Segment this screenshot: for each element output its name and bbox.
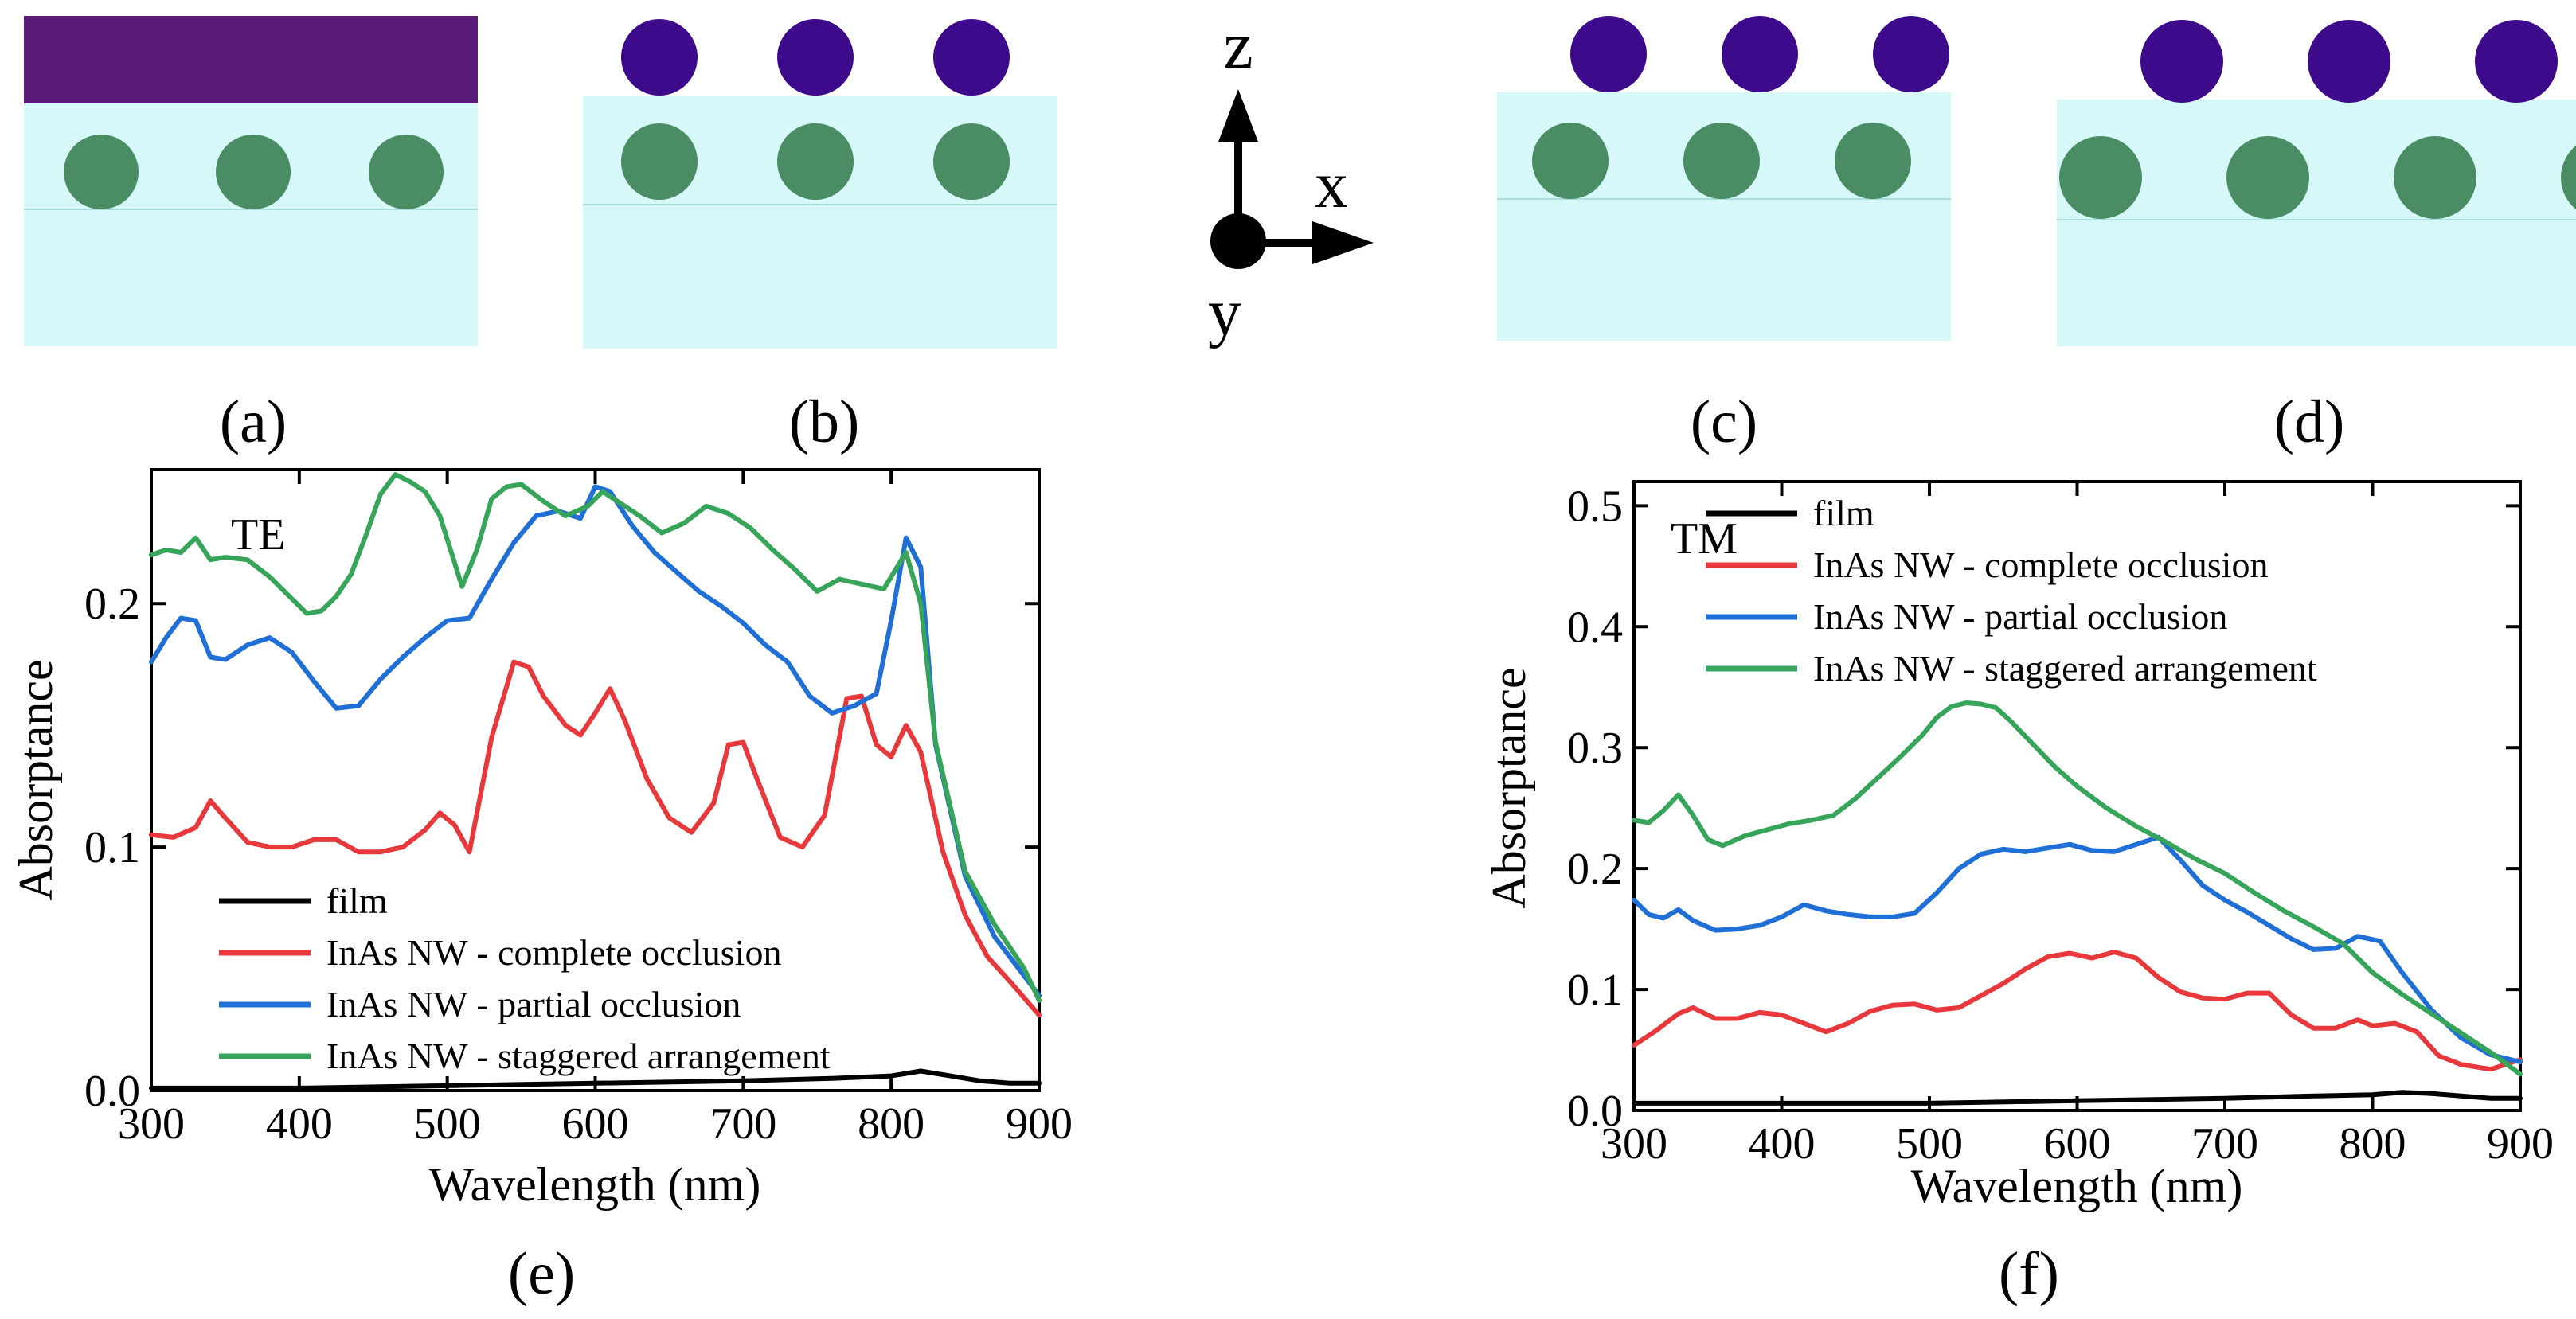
buried-nanowire xyxy=(2226,136,2309,219)
x-tick-label: 800 xyxy=(2340,1119,2406,1169)
top-nanowire xyxy=(2308,20,2390,103)
y-tick-label: 0.4 xyxy=(1567,603,1623,652)
x-tick-label: 300 xyxy=(1601,1119,1667,1169)
legend-label-2: InAs NW - partial occlusion xyxy=(326,984,741,1024)
top-nanowire xyxy=(1722,16,1798,92)
substrate-block xyxy=(2057,100,2576,346)
buried-nanowire xyxy=(777,123,854,200)
buried-nanowire xyxy=(1532,123,1609,199)
schematic-d xyxy=(2057,20,2576,346)
chart-tm: 300 400 500 600 700 800 9000.00.10.20.30.40.5 … xyxy=(1483,480,2554,1212)
x-axis-title: Wavelength (nm) xyxy=(429,1158,761,1211)
z-arrowhead xyxy=(1218,89,1258,142)
panel-labels: (a) (b) (c) (d) (e) (f) xyxy=(220,388,2344,1307)
x-tick-label: 500 xyxy=(414,1099,481,1149)
top-nanowire xyxy=(933,19,1010,96)
y-axis-label: y xyxy=(1208,275,1241,349)
y-axis-dot xyxy=(1210,213,1266,269)
legend: film InAs NW - complete occlusion InAs NW … xyxy=(219,880,831,1076)
panel-label-d: (d) xyxy=(2274,388,2345,455)
series-line-2 xyxy=(149,484,1042,998)
x-axis-label: x xyxy=(1315,148,1348,222)
top-film xyxy=(24,16,478,103)
y-tick-label: 0.0 xyxy=(84,1067,140,1116)
panel-label-f: (f) xyxy=(1999,1240,2059,1307)
y-axis-title: Absorptance xyxy=(10,659,62,900)
legend: film InAs NW - complete occlusion InAs NW … xyxy=(1706,493,2317,689)
polarization-label-tm: TM xyxy=(1671,514,1738,564)
legend-label-3: InAs NW - staggered arrangement xyxy=(1813,648,2317,689)
y-tick-label: 0.2 xyxy=(1567,845,1623,894)
coordinate-axes: z x y xyxy=(1208,9,1374,349)
x-tick-label: 900 xyxy=(2487,1119,2554,1169)
series-line-2 xyxy=(1632,834,2523,1065)
schematic-c xyxy=(1497,16,1951,341)
top-nanowire xyxy=(1873,16,1949,92)
y-tick-label: 0.5 xyxy=(1567,482,1623,531)
tick-layer: 300 400 500 600 700 800 900 0.0 0.1 0.2 xyxy=(84,470,1073,1149)
tick-layer: 300 400 500 600 700 800 900 0.0 0.1 0.2 0.3 0.4 0.5 xyxy=(1567,482,2554,1169)
x-tick-label: 600 xyxy=(562,1099,629,1149)
series-line-1 xyxy=(149,659,1042,1018)
z-axis-label: z xyxy=(1223,9,1253,83)
x-tick-label: 400 xyxy=(266,1099,333,1149)
top-nanowire xyxy=(777,19,854,96)
polarization-label-te: TE xyxy=(231,510,285,560)
x-tick-label: 900 xyxy=(1006,1099,1073,1149)
buried-nanowire xyxy=(2394,136,2476,219)
schematic-b xyxy=(583,19,1057,349)
y-tick-label: 0.2 xyxy=(84,580,140,629)
top-nanowire xyxy=(1570,16,1647,92)
series-layer xyxy=(1632,700,2523,1106)
series-line-3 xyxy=(1632,700,2523,1077)
top-nanowire xyxy=(2140,20,2223,103)
x-tick-label: 500 xyxy=(1896,1119,1963,1169)
legend-label-2: InAs NW - partial occlusion xyxy=(1813,596,2227,637)
x-tick-label: 600 xyxy=(2044,1119,2111,1169)
x-tick-label: 700 xyxy=(2191,1119,2258,1169)
chart-te: 300 400 500 600 700 800 900 0.0 0.1 0.2 TE Wavele… xyxy=(10,468,1073,1211)
x-tick-label: 800 xyxy=(858,1099,924,1149)
buried-nanowire xyxy=(216,135,291,209)
buried-nanowire xyxy=(2059,136,2142,219)
top-nanowire xyxy=(621,19,698,96)
x-tick-label: 300 xyxy=(118,1099,185,1149)
y-tick-label: 0.1 xyxy=(1567,966,1623,1015)
legend-label-1: InAs NW - complete occlusion xyxy=(1813,544,2268,585)
buried-nanowire xyxy=(1683,123,1760,199)
series-line-0 xyxy=(149,1068,1042,1091)
panel-label-b: (b) xyxy=(789,388,860,455)
buried-nanowire xyxy=(369,135,444,209)
series-line-1 xyxy=(1632,950,2523,1072)
panel-label-a: (a) xyxy=(220,388,287,455)
x-tick-label: 700 xyxy=(709,1099,776,1149)
x-tick-label: 400 xyxy=(1749,1119,1816,1169)
y-tick-label: 0.0 xyxy=(1567,1087,1623,1136)
top-nanowire xyxy=(2475,20,2558,103)
buried-nanowire xyxy=(1835,123,1911,199)
panel-label-e: (e) xyxy=(508,1240,575,1307)
series-layer xyxy=(149,472,1042,1091)
series-line-0 xyxy=(1632,1090,2523,1106)
legend-label-0: film xyxy=(1813,493,1874,533)
x-axis-title: Wavelength (nm) xyxy=(1911,1160,2243,1212)
x-arrowhead xyxy=(1312,221,1374,264)
y-axis-title: Absorptance xyxy=(1483,667,1535,908)
buried-nanowire xyxy=(621,123,698,200)
legend-label-1: InAs NW - complete occlusion xyxy=(326,932,781,973)
series-line-3 xyxy=(149,472,1042,1003)
buried-nanowire xyxy=(2561,145,2576,210)
y-tick-label: 0.1 xyxy=(84,823,140,872)
legend-label-0: film xyxy=(326,880,388,921)
panel-label-c: (c) xyxy=(1691,388,1757,455)
legend-label-3: InAs NW - staggered arrangement xyxy=(326,1036,831,1076)
buried-nanowire xyxy=(64,135,139,209)
y-tick-label: 0.3 xyxy=(1567,724,1623,773)
schematic-a xyxy=(24,16,478,346)
buried-nanowire xyxy=(933,123,1010,200)
